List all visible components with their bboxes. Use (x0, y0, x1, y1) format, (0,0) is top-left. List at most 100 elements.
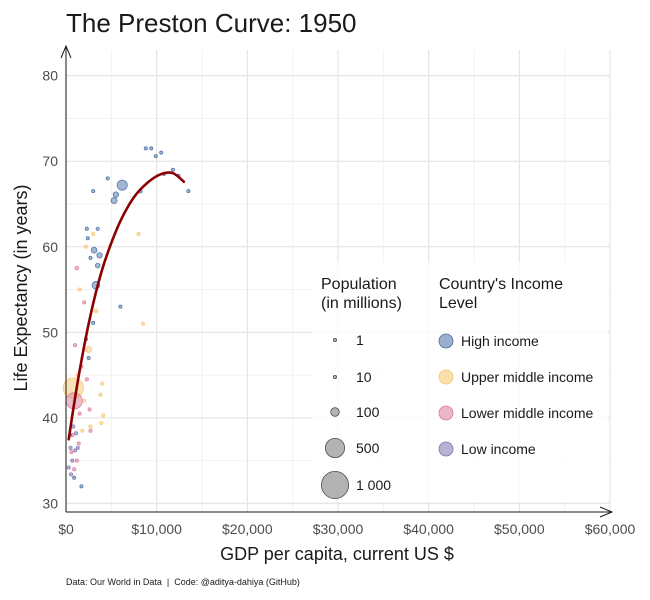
x-tick-label: $40,000 (403, 521, 454, 537)
data-point (83, 244, 88, 249)
data-point (101, 413, 106, 418)
y-axis-title: Life Expectancy (in years) (11, 184, 31, 391)
color-legend-label: Lower middle income (461, 405, 593, 421)
data-point (116, 179, 128, 191)
data-point (66, 465, 71, 470)
data-point (94, 262, 101, 269)
x-tick-label: $20,000 (222, 521, 273, 537)
color-legend-key (438, 441, 454, 457)
size-legend-label: 10 (356, 369, 372, 385)
data-point (98, 392, 103, 397)
chart-title: The Preston Curve: 1950 (66, 8, 357, 38)
x-tick-label: $30,000 (313, 521, 364, 537)
data-point (90, 246, 98, 254)
y-tick-label: 30 (42, 495, 58, 511)
data-point (72, 475, 77, 480)
data-point (100, 381, 105, 386)
data-point (77, 411, 82, 416)
color-legend-label: Low income (461, 441, 536, 457)
size-legend-key (332, 374, 337, 379)
x-tick-label: $50,000 (494, 521, 545, 537)
data-point (75, 445, 80, 450)
color-legend-key (438, 333, 454, 349)
data-point (85, 236, 90, 241)
data-point (85, 346, 93, 353)
x-tick-label: $10,000 (131, 521, 182, 537)
data-point (159, 150, 164, 155)
caption: Data: Our World in Data | Code: @aditya-… (66, 577, 300, 587)
data-point (82, 398, 87, 403)
size-legend-label: 500 (356, 440, 380, 456)
size-legend-key (324, 437, 346, 459)
scatter-points (62, 146, 191, 489)
data-point (86, 355, 91, 360)
y-tick-label: 50 (42, 324, 58, 340)
size-legend-label: 1 000 (356, 477, 391, 493)
size-legend-title: Population (321, 276, 397, 293)
data-point (72, 467, 77, 472)
color-legend-label: High income (461, 333, 539, 349)
data-point (170, 167, 175, 172)
size-legend-label: 1 (356, 332, 364, 348)
color-legend-key (438, 405, 454, 421)
legend-background (312, 262, 608, 502)
data-point (110, 197, 118, 205)
data-point (73, 448, 78, 453)
data-point (153, 154, 158, 159)
data-point (70, 458, 75, 463)
data-point (69, 450, 74, 455)
data-point (74, 265, 80, 271)
data-point (118, 304, 123, 309)
size-legend-title: (in millions) (321, 295, 402, 312)
data-point (95, 226, 100, 231)
data-point (112, 191, 119, 198)
data-point (84, 377, 89, 382)
data-point (87, 407, 92, 412)
data-point (96, 252, 103, 259)
size-legend-key (321, 471, 349, 499)
data-point (73, 431, 78, 436)
data-point (79, 484, 84, 489)
y-axis-arrow (60, 44, 72, 59)
data-point (80, 428, 85, 433)
size-legend-label: 100 (356, 404, 380, 420)
data-point (91, 231, 96, 236)
data-point (149, 146, 154, 151)
data-point (105, 176, 110, 181)
data-point (141, 321, 146, 326)
data-point (88, 255, 93, 260)
y-tick-label: 60 (42, 239, 58, 255)
data-point (186, 189, 191, 194)
legend: Population (in millions) 1 10 100 500 1 000 Cou… (312, 262, 608, 502)
data-point (91, 189, 96, 194)
axes: $0 $10,000 $20,000 $30,000 $40,000 $50,000 $60… (42, 44, 636, 537)
color-legend-label: Upper middle income (461, 369, 593, 385)
y-tick-label: 40 (42, 410, 58, 426)
color-legend-key (438, 369, 454, 385)
color-legend-title: Level (439, 295, 477, 312)
data-point (76, 441, 81, 446)
data-point (88, 424, 93, 429)
color-legend-title: Country's Income (439, 276, 563, 293)
size-legend-key (332, 337, 337, 342)
x-axis-arrow (599, 506, 614, 518)
data-point (136, 231, 141, 236)
x-tick-label: $0 (58, 521, 74, 537)
data-point (143, 146, 148, 151)
y-tick-label: 80 (42, 68, 58, 84)
data-point (91, 320, 96, 325)
data-point (73, 343, 78, 348)
data-point (71, 424, 76, 429)
data-point (82, 300, 87, 305)
y-tick-label: 70 (42, 153, 58, 169)
data-point (84, 226, 89, 231)
x-tick-label: $60,000 (585, 521, 636, 537)
size-legend-key (330, 407, 340, 417)
data-point (74, 458, 79, 463)
data-point (93, 308, 99, 314)
trend-line (67, 171, 186, 441)
x-axis-title: GDP per capita, current US $ (220, 544, 454, 564)
data-point (68, 445, 73, 450)
trend-curve (67, 171, 186, 441)
